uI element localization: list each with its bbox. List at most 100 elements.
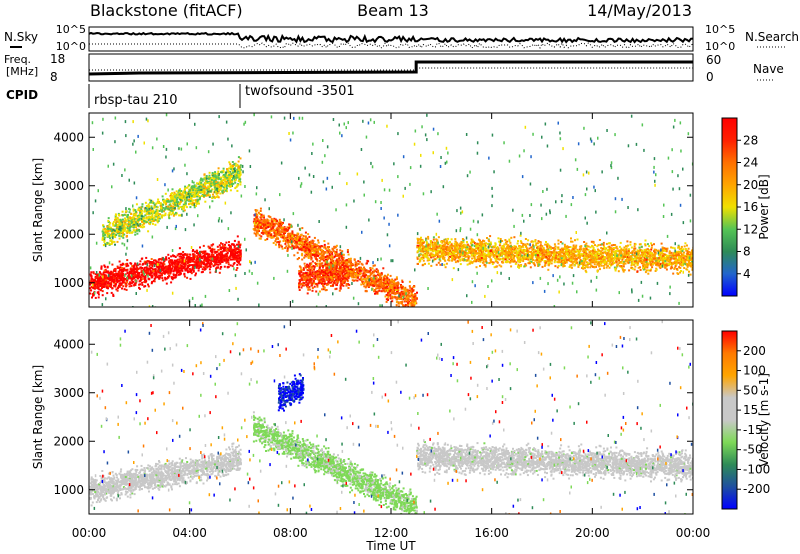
heatmap-cell [298, 265, 301, 268]
heatmap-cell [179, 191, 182, 194]
heatmap-cell [306, 254, 309, 257]
heatmap-cell [220, 171, 223, 174]
heatmap-cell [294, 242, 297, 245]
heatmap-cell [377, 269, 379, 272]
heatmap-cell [118, 269, 121, 272]
heatmap-cell [155, 273, 158, 276]
heatmap-cell [141, 257, 144, 260]
heatmap-cell [151, 216, 154, 219]
heatmap-cell [116, 289, 119, 292]
heatmap-cell [214, 179, 217, 181]
heatmap-cell [232, 164, 234, 167]
heatmap-cell [90, 278, 93, 281]
heatmap-cell [323, 246, 326, 249]
heatmap-cell [236, 168, 239, 171]
heatmap-cell [195, 194, 198, 197]
nave-tick-low: 0 [706, 70, 714, 84]
heatmap-cell [284, 231, 287, 233]
heatmap-cell [299, 280, 302, 283]
heatmap-cell [342, 260, 345, 263]
heatmap-cell [207, 255, 210, 258]
heatmap-cell [108, 278, 111, 281]
heatmap-cell [194, 256, 197, 259]
heatmap-cell [266, 223, 269, 226]
heatmap-cell [333, 246, 336, 249]
heatmap-cell [270, 222, 273, 225]
heatmap-cell [358, 260, 361, 263]
heatmap-cell [140, 217, 143, 220]
heatmap-cell [213, 180, 216, 183]
heatmap-cell [238, 256, 241, 258]
heatmap-cell [367, 276, 370, 279]
heatmap-cell [103, 233, 106, 236]
heatmap-cell [172, 265, 174, 268]
heatmap-cell [109, 229, 112, 232]
heatmap-cell [291, 235, 294, 238]
heatmap-cell [197, 186, 200, 189]
heatmap-cell [202, 191, 205, 194]
heatmap-cell [223, 178, 226, 181]
heatmap-cell [103, 240, 106, 243]
heatmap-cell [151, 201, 154, 204]
heatmap-cell [331, 247, 334, 250]
heatmap-cell [287, 241, 289, 244]
heatmap-cell [341, 272, 344, 275]
heatmap-cell [306, 292, 309, 295]
heatmap-cell [229, 264, 232, 267]
heatmap-cell [110, 291, 113, 294]
heatmap-cell [228, 176, 231, 179]
heatmap-cell [276, 226, 279, 229]
heatmap-cell [237, 170, 239, 173]
heatmap-cell [122, 224, 125, 227]
heatmap-cell [180, 267, 183, 270]
heatmap-cell [288, 225, 291, 228]
heatmap-cell [194, 199, 197, 202]
heatmap-cell [410, 292, 413, 295]
heatmap-cell [397, 297, 400, 300]
heatmap-cell [361, 280, 363, 283]
heatmap-cell [273, 217, 276, 220]
heatmap-cell [222, 254, 225, 257]
heatmap-cell [159, 271, 162, 274]
heatmap-cell [194, 274, 197, 277]
heatmap-cell [262, 224, 265, 227]
heatmap-cell [112, 269, 115, 272]
heatmap-cell [384, 282, 387, 285]
heatmap-cell [138, 283, 141, 286]
heatmap-cell [375, 285, 378, 288]
heatmap-cell [212, 253, 215, 256]
heatmap-cell [130, 278, 133, 281]
heatmap-cell [208, 171, 211, 174]
heatmap-cell [287, 233, 290, 236]
heatmap-cell [139, 260, 142, 263]
heatmap-cell [137, 207, 140, 210]
heatmap-cell [400, 295, 403, 298]
heatmap-cell [252, 220, 255, 223]
heatmap-cell [263, 219, 266, 221]
heatmap-cell [230, 254, 232, 257]
heatmap-cell [309, 246, 312, 249]
heatmap-cell [222, 245, 225, 248]
heatmap-cell [148, 265, 151, 268]
heatmap-cell [231, 169, 234, 172]
heatmap-cell [282, 221, 284, 224]
heatmap-cell [168, 200, 170, 203]
heatmap-cell [296, 232, 299, 235]
heatmap-cell [118, 233, 121, 236]
heatmap-cell [126, 214, 129, 217]
heatmap-cell [369, 271, 372, 274]
heatmap-cell [161, 279, 164, 282]
heatmap-cell [313, 255, 316, 258]
heatmap-cell [316, 262, 319, 265]
heatmap-cell [313, 246, 316, 249]
heatmap-cell [100, 281, 103, 284]
heatmap-cell [174, 193, 177, 196]
heatmap-cell [91, 278, 94, 280]
heatmap-cell [115, 230, 118, 233]
heatmap-cell [257, 224, 260, 227]
heatmap-cell [191, 191, 194, 194]
heatmap-cell [328, 252, 331, 255]
heatmap-cell [115, 274, 118, 277]
heatmap-cell [121, 210, 124, 213]
heatmap-cell [410, 288, 413, 291]
